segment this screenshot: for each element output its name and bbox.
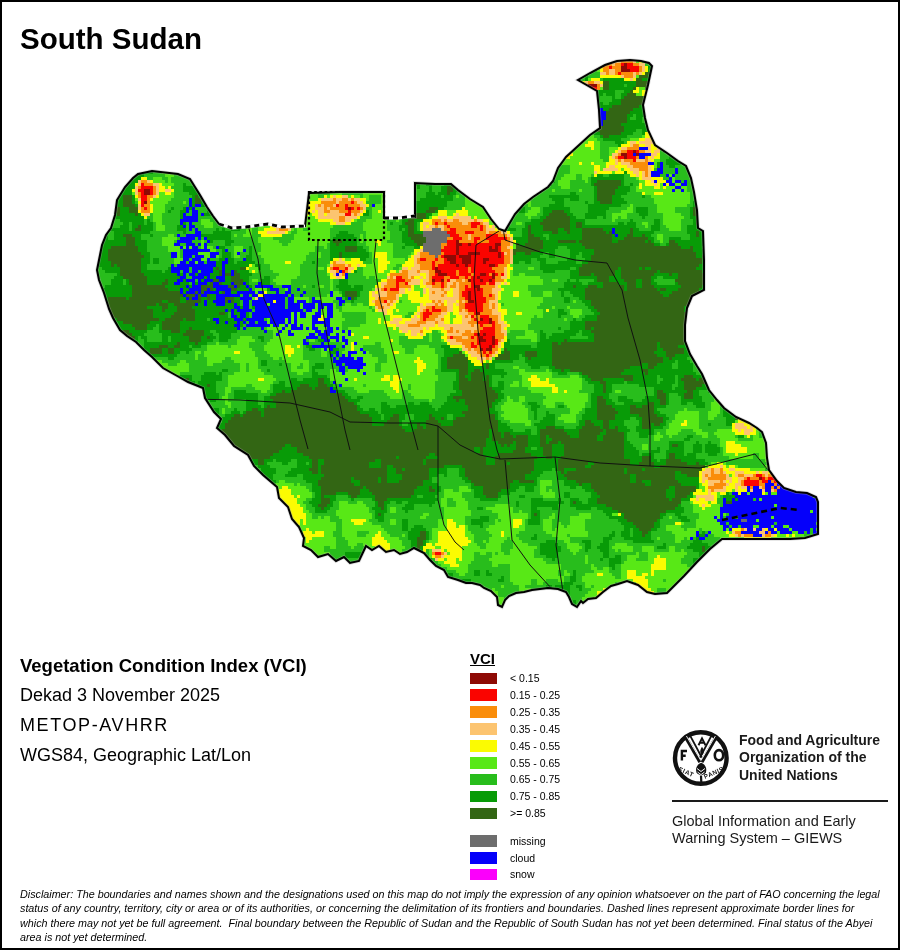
svg-text:PANIS: PANIS	[703, 765, 725, 780]
